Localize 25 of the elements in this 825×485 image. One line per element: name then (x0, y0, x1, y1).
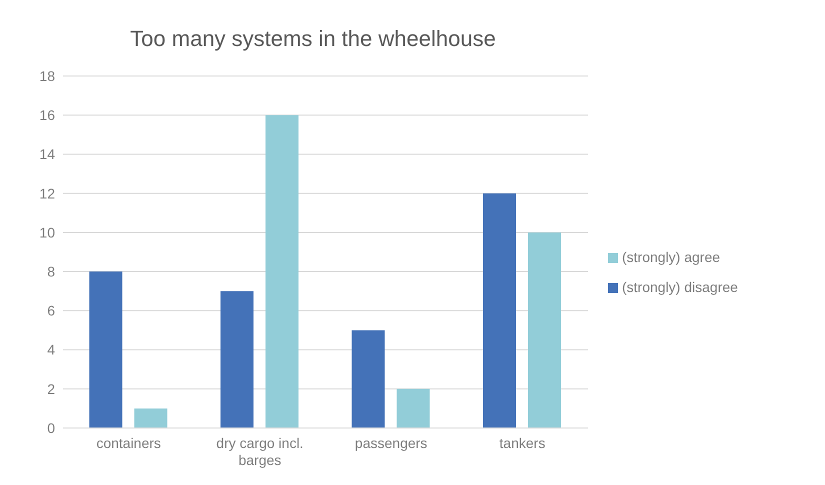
bar (528, 232, 561, 428)
bar (483, 193, 516, 428)
y-tick-label: 8 (47, 264, 56, 280)
y-tick-label: 12 (39, 185, 56, 202)
y-tick-label: 0 (47, 420, 56, 436)
x-tick-label: tankers (499, 435, 546, 451)
bar (134, 408, 168, 428)
bar (89, 272, 122, 428)
bar (352, 330, 385, 428)
y-tick-label: 16 (39, 107, 56, 124)
bar (396, 388, 430, 428)
bar (266, 115, 298, 428)
x-tick-label: passengers (354, 435, 428, 451)
legend-label: (strongly) disagree (622, 279, 738, 295)
y-tick-label: 18 (39, 68, 56, 84)
chart-title: Too many systems in the wheelhouse (129, 25, 497, 53)
x-tick-label: dry cargo incl. barges (216, 435, 304, 468)
y-tick-label: 4 (47, 342, 56, 358)
y-tick-label: 10 (39, 224, 56, 240)
x-tick-label: containers (96, 435, 161, 451)
bar (220, 291, 254, 428)
y-tick-label: 6 (47, 302, 56, 319)
y-tick-label: 14 (39, 146, 56, 162)
y-tick-label: 2 (47, 380, 56, 397)
legend-label: (strongly) agree (622, 249, 720, 265)
